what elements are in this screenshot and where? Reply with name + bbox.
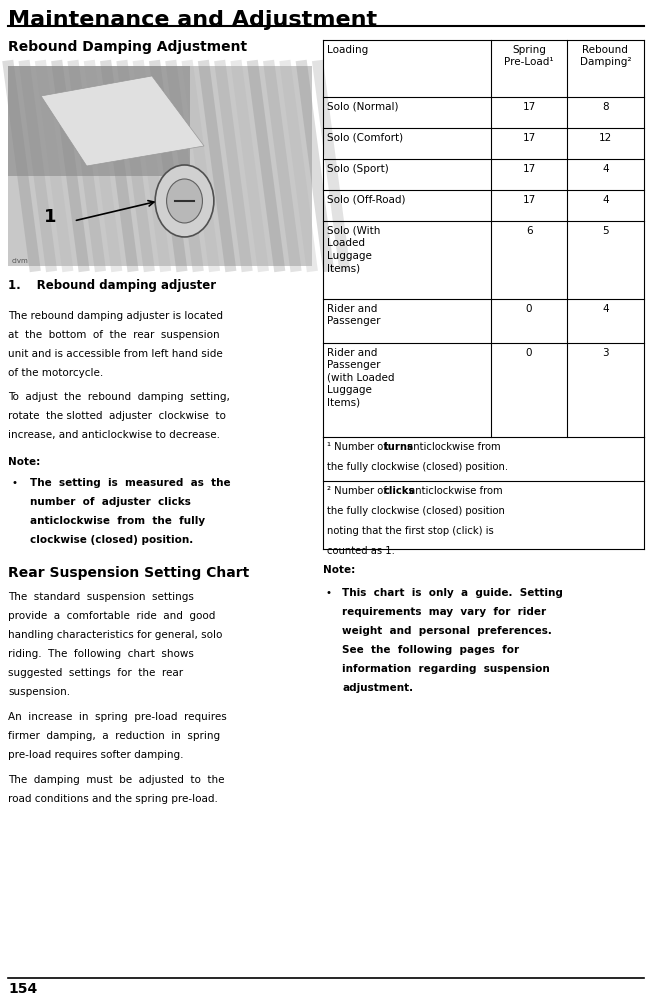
Text: An  increase  in  spring  pre-load  requires: An increase in spring pre-load requires — [8, 712, 228, 722]
Text: anticlockwise from: anticlockwise from — [404, 442, 501, 452]
Text: firmer  damping,  a  reduction  in  spring: firmer damping, a reduction in spring — [8, 731, 220, 741]
Text: at  the  bottom  of  the  rear  suspension: at the bottom of the rear suspension — [8, 330, 220, 340]
Text: anticlockwise  from  the  fully: anticlockwise from the fully — [30, 516, 205, 526]
Text: Loading: Loading — [327, 45, 368, 55]
Text: noting that the first stop (click) is: noting that the first stop (click) is — [327, 526, 494, 536]
Text: 0: 0 — [526, 304, 532, 314]
Text: 4: 4 — [602, 195, 609, 205]
Ellipse shape — [155, 165, 214, 237]
Bar — [8, 66, 190, 176]
Text: Solo (Normal): Solo (Normal) — [327, 102, 398, 112]
Text: Rebound Damping Adjustment: Rebound Damping Adjustment — [8, 40, 248, 54]
Text: weight  and  personal  preferences.: weight and personal preferences. — [342, 626, 552, 636]
Text: 1: 1 — [44, 208, 57, 226]
Text: road conditions and the spring pre-load.: road conditions and the spring pre-load. — [8, 794, 218, 804]
Text: 0: 0 — [526, 348, 532, 358]
Text: 17: 17 — [522, 195, 536, 205]
Text: requirements  may  vary  for  rider: requirements may vary for rider — [342, 607, 546, 617]
Text: •: • — [12, 478, 18, 488]
Text: 3: 3 — [602, 348, 609, 358]
Text: 12: 12 — [599, 133, 612, 143]
Text: suspension.: suspension. — [8, 687, 70, 697]
Text: Rear Suspension Setting Chart: Rear Suspension Setting Chart — [8, 566, 250, 580]
Text: information  regarding  suspension: information regarding suspension — [342, 664, 550, 674]
Text: increase, and anticlockwise to decrease.: increase, and anticlockwise to decrease. — [8, 430, 220, 440]
Text: 8: 8 — [602, 102, 609, 112]
Text: turns: turns — [384, 442, 414, 452]
Text: This  chart  is  only  a  guide.  Setting: This chart is only a guide. Setting — [342, 588, 563, 598]
Text: 154: 154 — [8, 982, 38, 996]
Text: Solo (Off-Road): Solo (Off-Road) — [327, 195, 405, 205]
Text: Rebound
Damping²: Rebound Damping² — [580, 45, 631, 67]
Text: 17: 17 — [522, 133, 536, 143]
Text: 1.  Rebound damping adjuster: 1. Rebound damping adjuster — [8, 279, 216, 292]
Text: Note:: Note: — [8, 457, 40, 467]
Text: The  damping  must  be  adjusted  to  the: The damping must be adjusted to the — [8, 775, 225, 785]
Text: The rebound damping adjuster is located: The rebound damping adjuster is located — [8, 311, 224, 321]
Text: The  standard  suspension  settings: The standard suspension settings — [8, 592, 194, 602]
Text: suggested  settings  for  the  rear: suggested settings for the rear — [8, 668, 184, 678]
Text: Maintenance and Adjustment: Maintenance and Adjustment — [8, 10, 378, 30]
Text: •: • — [326, 588, 332, 598]
Ellipse shape — [167, 179, 202, 223]
Text: counted as 1.: counted as 1. — [327, 546, 394, 556]
Text: ² Number of: ² Number of — [327, 486, 390, 496]
Bar — [8, 66, 312, 266]
Text: number  of  adjuster  clicks: number of adjuster clicks — [30, 497, 191, 507]
Text: See  the  following  pages  for: See the following pages for — [342, 645, 520, 655]
Text: ¹ Number of: ¹ Number of — [327, 442, 390, 452]
Text: 6: 6 — [526, 226, 533, 236]
Text: handling characteristics for general, solo: handling characteristics for general, so… — [8, 630, 223, 640]
Text: Solo (Comfort): Solo (Comfort) — [327, 133, 403, 143]
Text: pre-load requires softer damping.: pre-load requires softer damping. — [8, 750, 184, 760]
Text: clicks: clicks — [384, 486, 415, 496]
Text: Solo (Sport): Solo (Sport) — [327, 164, 389, 174]
Text: To  adjust  the  rebound  damping  setting,: To adjust the rebound damping setting, — [8, 392, 230, 402]
Text: riding.  The  following  chart  shows: riding. The following chart shows — [8, 649, 194, 659]
Text: 4: 4 — [602, 304, 609, 314]
Text: of the motorcycle.: of the motorcycle. — [8, 368, 104, 378]
Polygon shape — [41, 76, 204, 166]
Text: Solo (With
Loaded
Luggage
Items): Solo (With Loaded Luggage Items) — [327, 226, 380, 273]
Text: civm: civm — [12, 258, 29, 264]
Text: adjustment.: adjustment. — [342, 683, 413, 693]
Text: anticlockwise from: anticlockwise from — [406, 486, 502, 496]
Text: unit and is accessible from left hand side: unit and is accessible from left hand si… — [8, 349, 223, 359]
Text: The  setting  is  measured  as  the: The setting is measured as the — [30, 478, 231, 488]
Text: provide  a  comfortable  ride  and  good: provide a comfortable ride and good — [8, 611, 216, 621]
Text: rotate  the slotted  adjuster  clockwise  to: rotate the slotted adjuster clockwise to — [8, 411, 226, 421]
Text: clockwise (closed) position.: clockwise (closed) position. — [30, 535, 193, 545]
Text: 17: 17 — [522, 102, 536, 112]
Text: Note:: Note: — [323, 565, 355, 575]
Text: the fully clockwise (closed) position.: the fully clockwise (closed) position. — [327, 462, 508, 472]
Text: 4: 4 — [602, 164, 609, 174]
Text: 17: 17 — [522, 164, 536, 174]
Text: Rider and
Passenger: Rider and Passenger — [327, 304, 380, 326]
Text: Spring
Pre-Load¹: Spring Pre-Load¹ — [504, 45, 554, 67]
Text: Rider and
Passenger
(with Loaded
Luggage
Items): Rider and Passenger (with Loaded Luggage… — [327, 348, 394, 408]
Text: the fully clockwise (closed) position: the fully clockwise (closed) position — [327, 506, 505, 516]
Text: 5: 5 — [602, 226, 609, 236]
